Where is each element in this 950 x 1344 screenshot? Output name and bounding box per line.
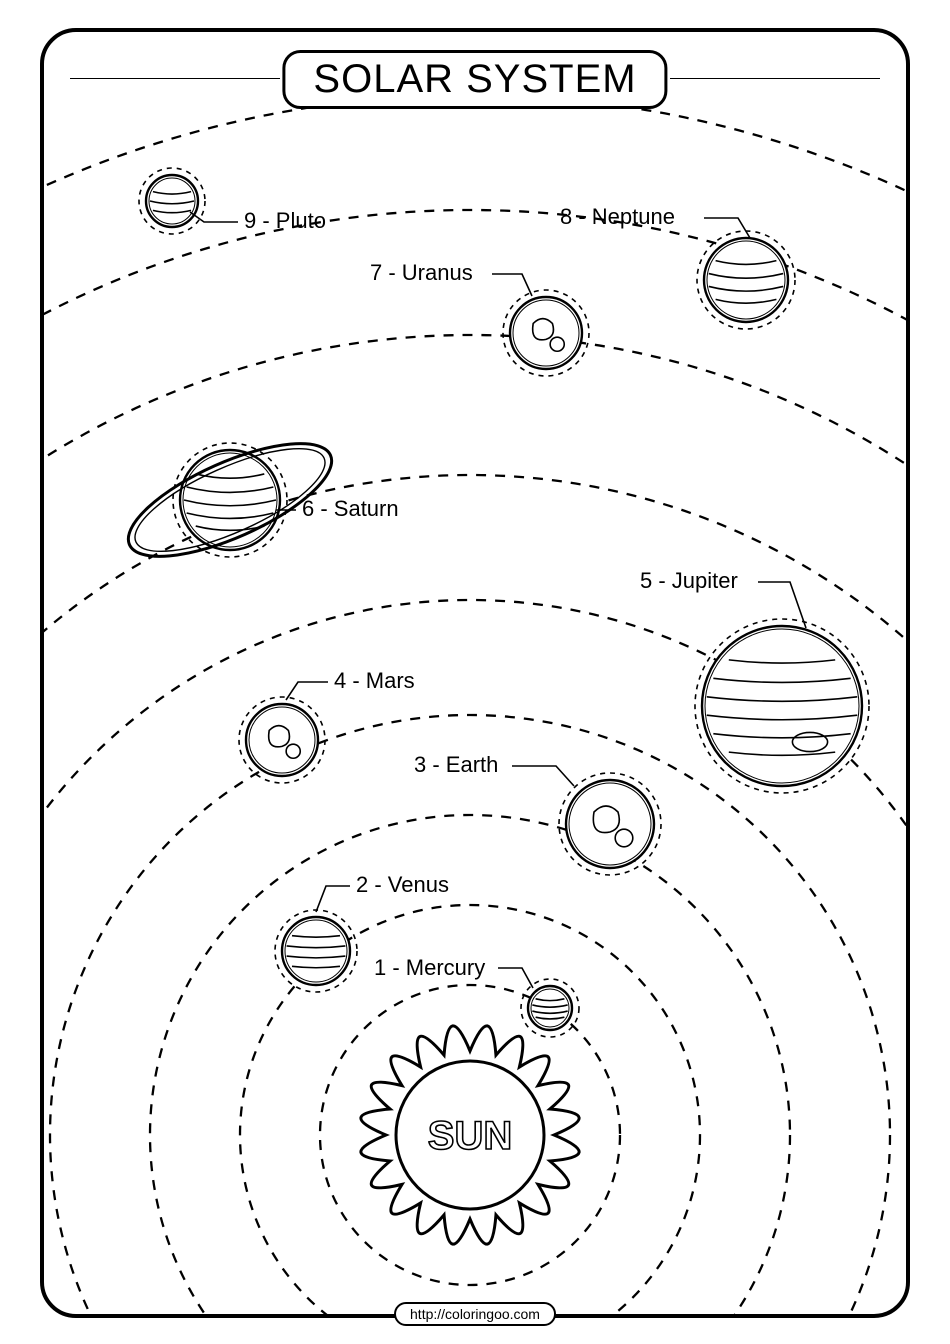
pluto-leader [190, 212, 238, 222]
uranus-leader [492, 274, 532, 296]
earth-body [566, 780, 654, 868]
page-title-box: SOLAR SYSTEM [282, 50, 667, 109]
planet-uranus: 7 - Uranus [370, 260, 589, 376]
venus-label: 2 - Venus [356, 872, 449, 897]
pluto-label: 9 - Pluto [244, 208, 326, 233]
page-title: SOLAR SYSTEM [313, 57, 636, 101]
sun: SUN [361, 1026, 579, 1244]
orbit-4 [50, 715, 890, 1344]
jupiter-label: 5 - Jupiter [640, 568, 738, 593]
mars-leader [286, 682, 328, 700]
neptune-label: 8 - Neptune [560, 204, 675, 229]
mercury-label: 1 - Mercury [374, 955, 485, 980]
uranus-label: 7 - Uranus [370, 260, 473, 285]
mars-body [246, 704, 318, 776]
planet-neptune: 8 - Neptune [560, 204, 795, 329]
planet-saturn: 6 - Saturn [114, 421, 398, 579]
pluto-body [146, 175, 198, 227]
planet-earth: 3 - Earth [414, 752, 661, 875]
earth-leader [512, 766, 574, 786]
earth-label: 3 - Earth [414, 752, 498, 777]
mars-label: 4 - Mars [334, 668, 415, 693]
footer-url: http://coloringoo.com [410, 1306, 540, 1322]
neptune-body [704, 238, 788, 322]
saturn-label: 6 - Saturn [302, 496, 399, 521]
planet-pluto: 9 - Pluto [139, 168, 326, 234]
venus-body [282, 917, 350, 985]
jupiter-body [702, 626, 862, 786]
sun-label: SUN [428, 1114, 512, 1158]
solar-system-diagram: SUN 1 - Mercury 2 - Venus 3 - Earth 4 - Mars… [0, 0, 950, 1344]
mercury-body [528, 986, 572, 1030]
mercury-leader [498, 968, 533, 988]
planet-mercury: 1 - Mercury [374, 955, 579, 1037]
footer-url-badge: http://coloringoo.com [394, 1302, 556, 1326]
venus-leader [316, 886, 350, 912]
planet-jupiter: 5 - Jupiter [640, 568, 869, 793]
planet-mars: 4 - Mars [239, 668, 415, 783]
uranus-body [510, 297, 582, 369]
